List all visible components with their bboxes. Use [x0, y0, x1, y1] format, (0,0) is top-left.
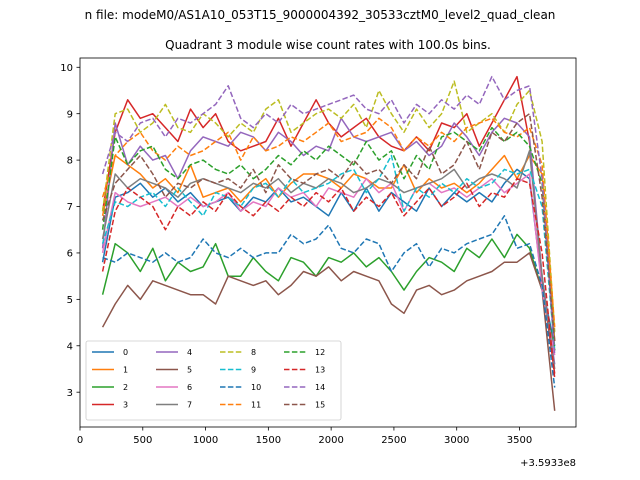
legend-label-1: 1	[123, 366, 128, 375]
legend-label-4: 4	[187, 348, 192, 357]
axes-frame	[79, 57, 577, 428]
legend-label-0: 0	[123, 348, 128, 357]
legend-label-2: 2	[123, 383, 128, 392]
legend-label-15: 15	[315, 401, 325, 410]
x-tick-label: 2000	[318, 435, 343, 446]
legend-label-6: 6	[187, 383, 192, 392]
y-tick-label: 10	[60, 63, 73, 74]
series-line-11	[101, 117, 556, 328]
legend-label-5: 5	[187, 366, 192, 375]
series-line-0	[101, 168, 556, 346]
legend-label-13: 13	[315, 366, 325, 375]
legend-label-8: 8	[251, 348, 256, 357]
series-line-10	[102, 215, 556, 388]
series-line-15	[101, 112, 556, 342]
y-tick-label: 5	[67, 295, 73, 306]
legend-label-10: 10	[251, 383, 261, 392]
legend-label-14: 14	[315, 383, 325, 392]
legend-label-11: 11	[251, 401, 261, 410]
chart-suptitle: n file: modeM0/AS1A10_053T15_9000004392_…	[85, 8, 556, 22]
series-line-7	[101, 150, 556, 370]
series-line-5	[101, 252, 556, 411]
series-line-9	[101, 154, 556, 351]
y-tick-label: 8	[67, 156, 73, 167]
x-tick-label: 0	[77, 435, 83, 446]
series-line-13	[101, 177, 556, 379]
legend-label-7: 7	[187, 401, 192, 410]
series-line-14	[101, 75, 556, 356]
y-tick-label: 9	[67, 109, 73, 120]
x-tick-label: 3500	[507, 435, 532, 446]
y-tick-label: 3	[67, 388, 73, 399]
plot-area: 0 500 1000 1500 2000 2500 3000 3500345678910012…	[60, 57, 577, 446]
y-tick-label: 7	[67, 202, 73, 213]
x-axis-offset-label: +3.5933e8	[520, 458, 576, 469]
x-tick-label: 1500	[256, 435, 281, 446]
series-line-12	[101, 126, 556, 351]
x-tick-label: 500	[133, 435, 152, 446]
x-tick-label: 1000	[193, 435, 218, 446]
legend-label-9: 9	[251, 366, 256, 375]
y-tick-label: 4	[67, 341, 73, 352]
legend-label-12: 12	[315, 348, 325, 357]
legend-label-3: 3	[123, 401, 128, 410]
legend-box	[85, 340, 342, 421]
y-tick-label: 6	[67, 249, 73, 260]
x-tick-label: 3000	[444, 435, 469, 446]
chart-title: Quadrant 3 module wise count rates with …	[165, 38, 491, 52]
x-tick-label: 2500	[381, 435, 406, 446]
